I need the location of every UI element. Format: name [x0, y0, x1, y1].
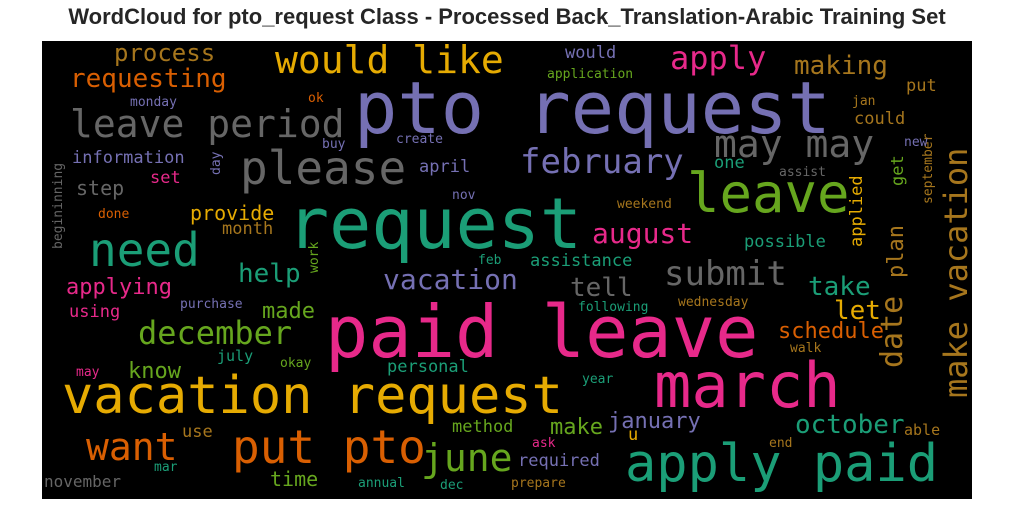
cloud-word: nov: [452, 188, 476, 203]
cloud-word: june: [421, 436, 513, 480]
cloud-word: ask: [532, 436, 556, 451]
cloud-word: submit: [664, 254, 787, 294]
cloud-word: application: [547, 67, 634, 82]
cloud-word: request: [287, 183, 583, 265]
cloud-word: august: [592, 217, 694, 250]
cloud-word: using: [69, 302, 121, 322]
cloud-word: may may: [714, 122, 875, 166]
cloud-word: need: [89, 223, 200, 277]
cloud-word: month: [222, 219, 274, 239]
cloud-word: leave: [687, 162, 850, 225]
cloud-word: schedule: [778, 319, 884, 344]
cloud-word: may: [76, 365, 100, 380]
cloud-word: process: [114, 41, 216, 67]
cloud-word: buy: [322, 137, 346, 152]
cloud-word: weekend: [617, 197, 672, 212]
cloud-word: u: [628, 425, 639, 445]
cloud-word: day: [209, 151, 224, 175]
cloud-word: assistance: [530, 251, 633, 271]
cloud-word: requesting: [70, 64, 227, 94]
cloud-word: walk: [790, 341, 822, 356]
cloud-word: let: [834, 296, 881, 326]
cloud-word: put: [906, 76, 937, 96]
cloud-word: july: [217, 347, 254, 365]
cloud-word: done: [98, 207, 130, 222]
cloud-word: use: [182, 422, 213, 442]
cloud-word: would: [565, 43, 617, 63]
cloud-word: year: [582, 372, 614, 387]
cloud-word: wednesday: [678, 295, 749, 310]
cloud-word: work: [307, 241, 322, 273]
cloud-word: provide: [190, 201, 275, 225]
cloud-word: know: [128, 359, 181, 384]
cloud-word: mar: [154, 460, 178, 475]
cloud-word: vacation: [383, 263, 518, 296]
cloud-word: one: [714, 153, 745, 173]
cloud-word: made: [262, 299, 315, 324]
cloud-word: paid leave: [325, 290, 759, 374]
cloud-word: new: [904, 135, 928, 150]
cloud-word: december: [138, 314, 293, 352]
cloud-word: february: [520, 142, 684, 182]
cloud-word: want: [86, 425, 178, 469]
chart-title: WordCloud for pto_request Class - Proces…: [68, 4, 946, 29]
cloud-word: information: [72, 148, 185, 168]
cloud-word: applying: [66, 275, 172, 300]
cloud-word: personal: [387, 357, 469, 377]
cloud-word: feb: [478, 253, 502, 268]
cloud-word: assist: [779, 165, 826, 180]
cloud-word: required: [518, 451, 600, 471]
cloud-word: november: [44, 472, 122, 491]
cloud-word: prepare: [511, 476, 566, 491]
cloud-word: create: [396, 132, 443, 147]
cloud-word: okay: [280, 356, 312, 371]
cloud-word: january: [608, 409, 701, 434]
cloud-word: leave period: [70, 102, 345, 146]
cloud-word: please: [240, 141, 407, 195]
cloud-word: monday: [130, 95, 177, 110]
cloud-word: able: [904, 421, 941, 439]
cloud-word: help: [238, 259, 301, 289]
cloud-word: apply paid: [625, 434, 939, 494]
cloud-word: could: [854, 109, 906, 129]
cloud-word: begininning: [51, 162, 66, 249]
word-cloud-canvas: pto request request paid leave vacation req…: [42, 41, 972, 499]
cloud-word: jan: [852, 94, 876, 109]
cloud-word: put pto: [232, 420, 426, 474]
cloud-word: method: [452, 417, 514, 437]
cloud-word: october: [795, 410, 905, 440]
cloud-word: would like: [275, 41, 504, 82]
cloud-word: ok: [308, 91, 324, 106]
cloud-word: vacation request: [62, 366, 563, 426]
cloud-word: purchase: [180, 297, 243, 312]
cloud-word: get: [888, 155, 908, 186]
cloud-word: make vacation: [937, 147, 972, 398]
cloud-word: take: [808, 272, 871, 302]
cloud-word: end: [769, 436, 793, 451]
cloud-word: april: [419, 157, 471, 177]
cloud-word: step: [76, 176, 125, 200]
cloud-word: tell: [570, 273, 633, 303]
cloud-word: plan: [884, 225, 909, 278]
cloud-word: pto request: [354, 66, 831, 150]
cloud-word: march: [654, 349, 841, 422]
cloud-word: making: [794, 51, 888, 81]
cloud-word: make: [550, 415, 603, 440]
cloud-word: following: [578, 300, 649, 315]
cloud-word: applied: [847, 175, 867, 247]
cloud-word: time: [270, 467, 319, 491]
cloud-word: annual: [358, 476, 405, 491]
cloud-word: set: [150, 168, 181, 188]
cloud-word: dec: [440, 478, 464, 493]
cloud-word: apply: [670, 41, 767, 77]
cloud-word: possible: [744, 232, 826, 252]
